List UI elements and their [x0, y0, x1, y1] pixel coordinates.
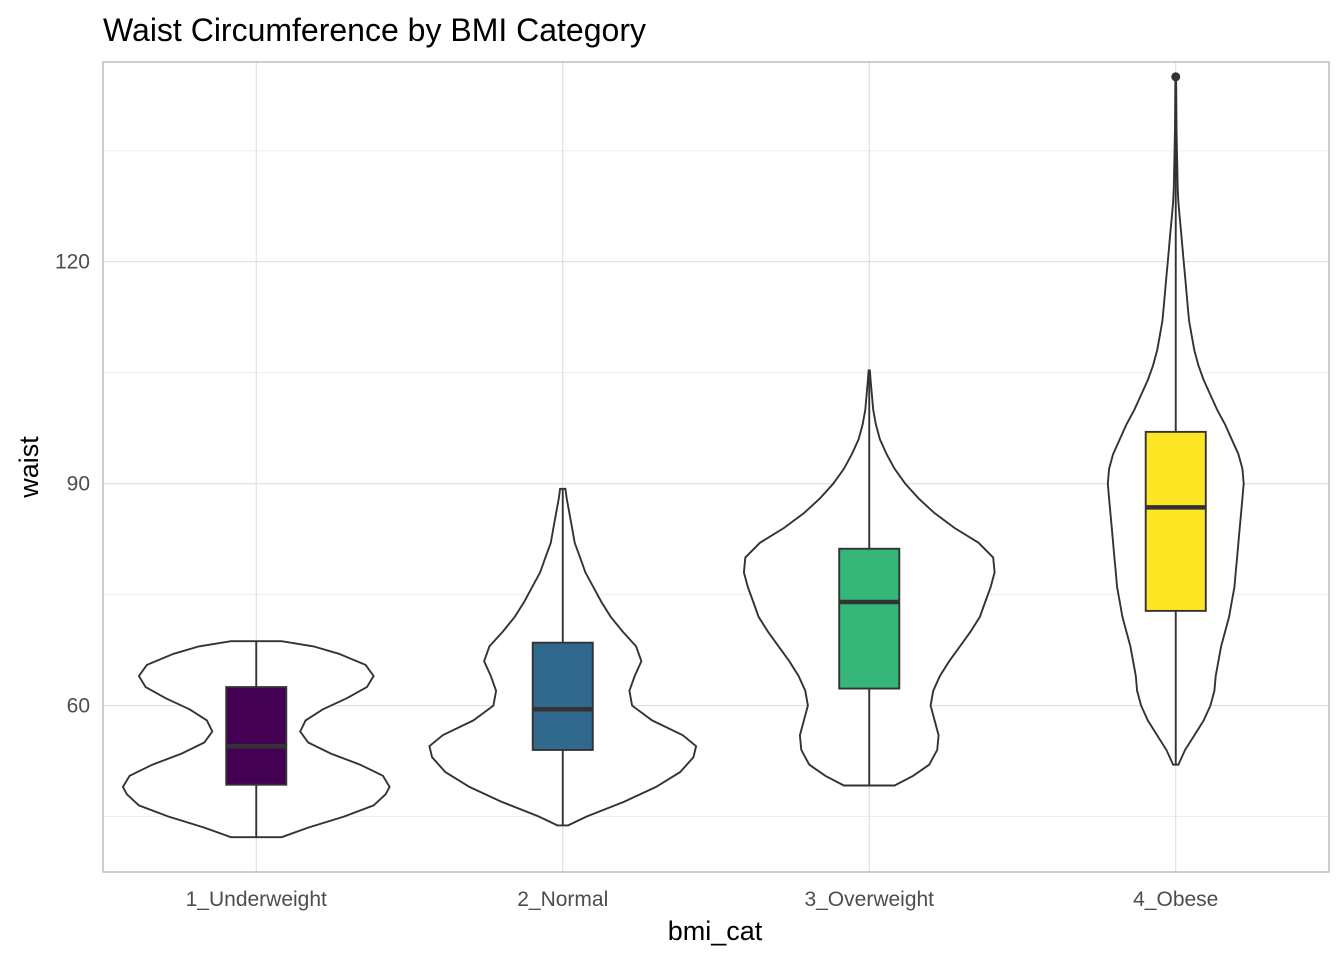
box [1144, 430, 1207, 612]
box [531, 641, 594, 751]
violin-group [1106, 72, 1245, 766]
violin-group [742, 369, 996, 787]
panel-border [102, 61, 1330, 873]
violin-group [428, 487, 698, 827]
x-tick-label: 4_Obese [1133, 888, 1218, 911]
violin-group [121, 640, 391, 839]
y-tick-label: 90 [67, 473, 90, 496]
chart-title: Waist Circumference by BMI Category [103, 12, 646, 48]
x-axis-ticks: 1_Underweight 2_Normal 3_Overweight 4_Obese [186, 888, 1219, 911]
violins [121, 72, 1245, 839]
x-tick-label: 2_Normal [517, 888, 608, 911]
y-axis-ticks: 60 90 120 [55, 251, 90, 718]
outlier-point [1171, 72, 1181, 82]
x-tick-label: 3_Overweight [804, 888, 934, 911]
x-tick-label: 1_Underweight [186, 888, 327, 911]
x-axis-title: bmi_cat [668, 916, 763, 946]
box [225, 686, 288, 786]
box [838, 547, 901, 690]
y-axis-title: waist [14, 436, 44, 499]
y-tick-label: 60 [67, 695, 90, 718]
y-tick-label: 120 [55, 251, 90, 274]
